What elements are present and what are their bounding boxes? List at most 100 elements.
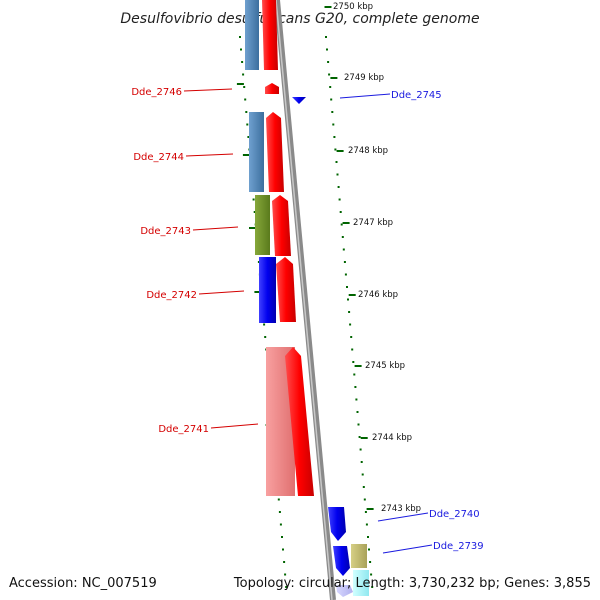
gene-tick (249, 227, 256, 229)
kbp-label-2750: 2750 kbp (333, 2, 373, 12)
track-dot (326, 48, 328, 51)
track-dot (243, 86, 246, 88)
track-dot (283, 561, 286, 563)
track-dot (246, 123, 249, 126)
kbp-tick (360, 437, 368, 439)
gene-arrow-dde2739[interactable] (333, 546, 350, 576)
track-dot (263, 323, 266, 326)
kbp-label-2744: 2744 kbp (372, 433, 412, 443)
gene-label-dde2743[interactable]: Dde_2743 (140, 226, 191, 237)
gene-arrow-top[interactable] (262, 0, 278, 70)
track-dot (361, 473, 364, 476)
track-dot (333, 136, 336, 138)
track-dot (370, 573, 373, 576)
track-dot (347, 298, 349, 301)
gene-arrow-dde2743[interactable] (272, 195, 291, 256)
track-dot (342, 248, 345, 251)
gene-label-dde2739[interactable]: Dde_2739 (433, 541, 484, 552)
kbp-tick (342, 222, 350, 224)
track-dot (362, 486, 365, 488)
strand-track (262, 0, 350, 576)
gene-label-dde2741[interactable]: Dde_2741 (158, 424, 209, 435)
track-dot (348, 311, 351, 313)
kbp-tick (330, 77, 338, 79)
track-dot (337, 186, 340, 188)
gene-arrow-dde2741[interactable] (285, 347, 314, 496)
track-dot (344, 273, 347, 276)
gene-label-dde2744[interactable]: Dde_2744 (133, 152, 184, 163)
kbp-tick (324, 6, 332, 8)
track-dot (356, 411, 359, 413)
kbp-tick (336, 150, 344, 152)
gene-arrow-dde2745[interactable] (292, 97, 306, 104)
track-dot (371, 586, 374, 588)
track-dot (353, 373, 356, 376)
genome-backbone (274, 0, 336, 600)
gene-block-dde2742-cog[interactable] (259, 257, 276, 323)
cog-track (245, 0, 369, 597)
kbp-label-2749: 2749 kbp (344, 73, 384, 83)
kbp-label-2743: 2743 kbp (381, 504, 421, 514)
kbp-tick (354, 365, 362, 367)
track-dot (367, 536, 369, 538)
track-dot (332, 123, 335, 126)
accession-text: Accession: NC_007519 (9, 576, 157, 591)
track-dot (279, 523, 282, 526)
gene-block-dde2740-cog[interactable] (336, 585, 353, 597)
track-dot (285, 586, 288, 588)
track-dot (339, 211, 342, 213)
kbp-label-2745: 2745 kbp (365, 361, 405, 371)
track-dot (281, 536, 283, 538)
track-dot (365, 523, 368, 526)
track-dot (350, 336, 353, 338)
track-dot (327, 61, 330, 63)
track-dot (338, 198, 341, 201)
gene-block-dde2744-cog[interactable] (249, 112, 264, 192)
gene-label-dde2742[interactable]: Dde_2742 (146, 290, 197, 301)
gene-arrow-dde2744[interactable] (266, 112, 284, 192)
genome-summary-text: Topology: circular; Length: 3,730,232 bp… (233, 576, 591, 591)
track-dot (244, 98, 247, 101)
track-dot (278, 511, 281, 513)
track-dot (253, 211, 256, 213)
track-dot (360, 461, 363, 463)
track-dot (346, 286, 348, 288)
track-dot (245, 111, 248, 113)
kbp-label-2747: 2747 kbp (353, 218, 393, 228)
track-dot (352, 361, 355, 363)
track-dot (351, 348, 354, 351)
track-dot (330, 98, 333, 101)
track-dot (240, 48, 242, 51)
track-dot (340, 223, 343, 226)
track-dot (284, 573, 287, 576)
gene-arrow-dde2746[interactable] (265, 83, 279, 94)
gene-label-dde2746[interactable]: Dde_2746 (131, 87, 182, 98)
track-dot (343, 261, 346, 263)
gene-arrow-dde2740[interactable] (328, 507, 346, 541)
map-title: Desulfovibrio desulfuricans G20, complet… (120, 11, 479, 27)
gene-block-dde2739-cog2[interactable] (353, 570, 369, 596)
track-dot (355, 398, 358, 401)
kbp-label-2746: 2746 kbp (358, 290, 398, 300)
gene-block-dde2739-cog[interactable] (351, 544, 367, 568)
track-dot (354, 386, 357, 388)
left-label-leaders (183, 88, 259, 429)
track-dot (242, 73, 245, 76)
track-dot (349, 323, 352, 326)
track-dot (369, 561, 372, 563)
gene-block-top-cog[interactable] (245, 0, 259, 70)
track-dot (239, 36, 241, 38)
gene-label-dde2740[interactable]: Dde_2740 (429, 509, 480, 520)
gene-label-dde2745[interactable]: Dde_2745 (391, 90, 442, 101)
track-dot (331, 111, 334, 113)
track-dot (329, 86, 332, 88)
right-label-leaders (339, 93, 433, 554)
track-dot (336, 173, 339, 176)
track-dot (257, 261, 260, 263)
track-dot (341, 236, 344, 238)
gene-arrow-dde2742[interactable] (276, 257, 296, 322)
gene-tick (236, 83, 244, 85)
gene-block-dde2743-cog[interactable] (255, 195, 270, 255)
